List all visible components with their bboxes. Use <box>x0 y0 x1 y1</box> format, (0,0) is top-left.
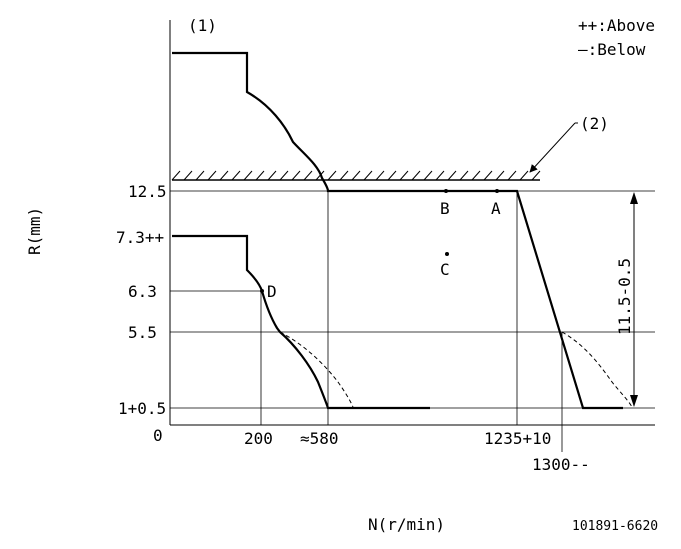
upper-curve <box>172 51 623 410</box>
lower-dashed-curve <box>279 331 354 408</box>
point-b-label: B <box>440 199 450 218</box>
lower-curve <box>172 234 430 410</box>
dimension-arrow-top <box>630 192 638 204</box>
marker-1: (1) <box>188 16 217 35</box>
upper-dashed-curve <box>561 331 633 408</box>
dimension-label: 11.5-0.5 <box>615 258 634 335</box>
legend-above: ++:Above <box>578 16 655 35</box>
point-c-label: C <box>440 260 450 279</box>
y-tick-7-3: 7.3++ <box>116 228 164 247</box>
x-tick-1300: 1300-- <box>532 455 590 474</box>
x-tick-1235: 1235+10 <box>484 429 551 448</box>
point-a-dot <box>495 189 499 193</box>
dimension-arrow-bottom <box>630 395 638 407</box>
drawing-number: 101891-6620 <box>572 519 658 534</box>
y-axis-label: R(mm) <box>25 207 44 255</box>
x-tick-200: 200 <box>244 429 273 448</box>
point-c-dot <box>445 252 449 256</box>
y-tick-1: 1+0.5 <box>118 399 166 418</box>
point-a-label: A <box>491 199 501 218</box>
marker-2: (2) <box>580 114 609 133</box>
y-tick-6-3: 6.3 <box>128 282 157 301</box>
point-d-dot <box>260 289 264 293</box>
y-tick-0: 0 <box>153 426 163 445</box>
leader-2 <box>529 122 576 173</box>
y-tick-12-5: 12.5 <box>128 182 167 201</box>
point-d-label: D <box>267 282 277 301</box>
legend-below: —:Below <box>578 40 646 59</box>
stopper-hatch <box>171 170 541 181</box>
x-tick-580: ≈580 <box>300 429 339 448</box>
point-b-dot <box>444 189 448 193</box>
y-tick-5-5: 5.5 <box>128 323 157 342</box>
x-axis-label: N(r/min) <box>368 515 445 534</box>
